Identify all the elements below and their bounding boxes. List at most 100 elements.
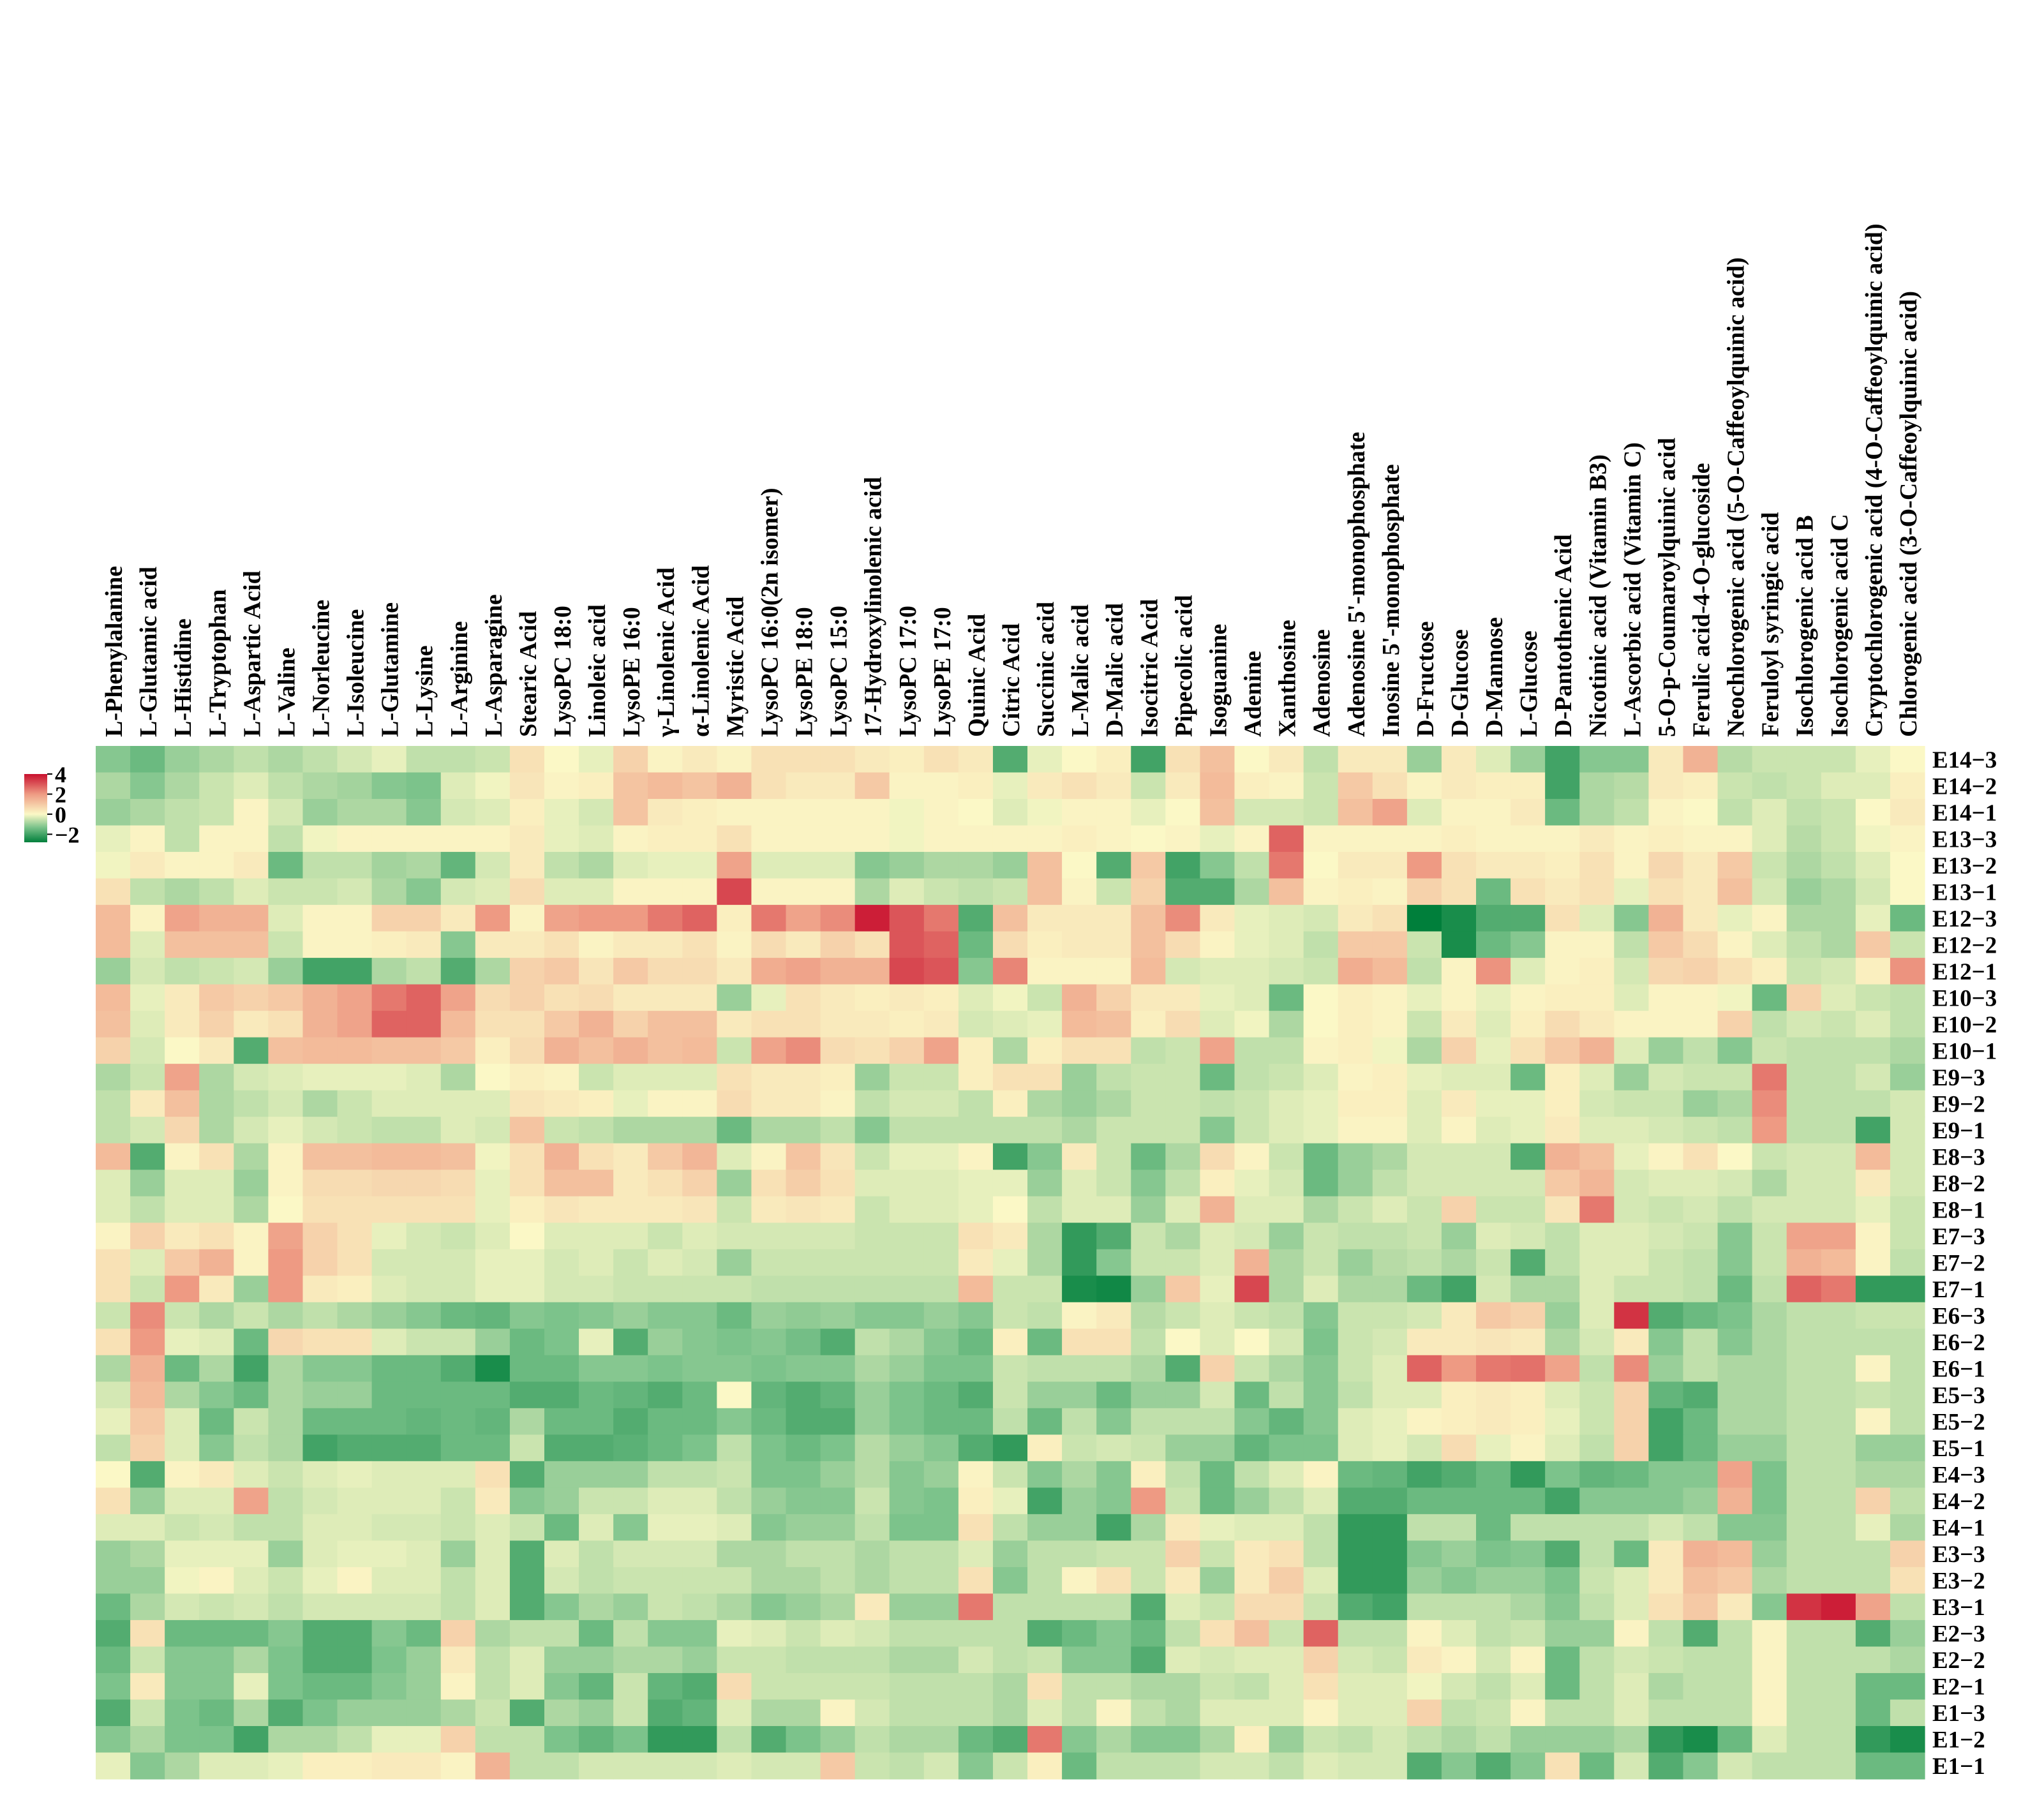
heatmap-cell [1786, 1567, 1822, 1595]
heatmap-cell [579, 984, 614, 1011]
heatmap-cell [1027, 931, 1063, 958]
heatmap-cell [717, 1302, 752, 1329]
heatmap-cell [1786, 1355, 1822, 1382]
heatmap-cell [751, 1011, 787, 1038]
heatmap-cell [544, 1408, 579, 1435]
heatmap-cell [1441, 1329, 1477, 1356]
heatmap-cell [1717, 1487, 1753, 1515]
heatmap-cell [371, 1170, 407, 1197]
heatmap-cell [302, 878, 338, 905]
heatmap-cell [1752, 1567, 1787, 1595]
heatmap-cell [1303, 1699, 1339, 1727]
heatmap-cell [165, 1249, 200, 1276]
heatmap-cell [820, 1752, 856, 1780]
heatmap-cell [96, 878, 131, 905]
heatmap-cell [1096, 1725, 1131, 1754]
heatmap-cell [1096, 1593, 1131, 1621]
heatmap-cell [1752, 1143, 1787, 1170]
heatmap-cell [1096, 1381, 1131, 1409]
heatmap-cell [1511, 1355, 1546, 1382]
column-label: Chlorogenic acid (3-O-Caffeoylquinic aci… [1895, 291, 1922, 737]
heatmap-cell [544, 931, 579, 958]
heatmap-cell [820, 984, 856, 1011]
heatmap-cell [1131, 1620, 1166, 1648]
heatmap-cell [1511, 1752, 1546, 1780]
heatmap-cell [1096, 878, 1131, 905]
heatmap-cell [1476, 1434, 1511, 1462]
heatmap-cell [544, 1434, 579, 1462]
heatmap-cell [1441, 1540, 1477, 1568]
heatmap-cell [509, 1408, 545, 1435]
heatmap-cell [958, 1381, 994, 1409]
heatmap-cell [440, 1567, 476, 1595]
heatmap-cell [1683, 1143, 1719, 1170]
heatmap-cell [1441, 1487, 1477, 1515]
heatmap-cell [199, 1620, 234, 1648]
heatmap-cell [1234, 1329, 1270, 1356]
heatmap-cell [1683, 799, 1719, 826]
heatmap-cell [1131, 746, 1166, 773]
heatmap-cell [96, 772, 131, 800]
heatmap-cell [1338, 1090, 1373, 1117]
heatmap-cell [302, 1593, 338, 1621]
row-label: E12−3 [1932, 906, 1997, 932]
heatmap-cell [199, 1090, 234, 1117]
heatmap-cell [613, 1170, 648, 1197]
heatmap-cell [820, 1355, 856, 1382]
heatmap-cell [337, 1725, 373, 1754]
heatmap-cell [165, 1355, 200, 1382]
heatmap-cell [1441, 1090, 1477, 1117]
column-label: L-Malic acid [1067, 604, 1094, 737]
heatmap-cell [751, 746, 787, 773]
heatmap-cell [406, 1196, 442, 1223]
row-label: E2−1 [1932, 1674, 1985, 1701]
heatmap-cell [165, 1090, 200, 1117]
heatmap-cell [440, 905, 476, 932]
column-label: Isocitric Acid [1136, 599, 1163, 737]
heatmap-cell [992, 1672, 1028, 1701]
heatmap-cell [648, 852, 683, 879]
heatmap-cell [923, 1725, 959, 1754]
heatmap-cell [1786, 1170, 1822, 1197]
heatmap-cell [1096, 1461, 1131, 1488]
row-label: E9−2 [1932, 1091, 1985, 1117]
heatmap-cell [889, 1249, 925, 1276]
heatmap-cell [1752, 878, 1787, 905]
heatmap-cell [717, 1196, 752, 1223]
heatmap-cell [509, 1223, 545, 1250]
heatmap-cell [1131, 1487, 1166, 1515]
heatmap-cell [1027, 1090, 1063, 1117]
heatmap-cell [165, 799, 200, 826]
heatmap-cell [1441, 1249, 1477, 1276]
heatmap-cell [337, 1302, 373, 1329]
heatmap-cell [1545, 905, 1580, 932]
heatmap-cell [1200, 825, 1235, 853]
heatmap-cell [199, 1249, 234, 1276]
heatmap-cell [1648, 1434, 1684, 1462]
heatmap-cell [992, 1487, 1028, 1515]
heatmap-cell [1372, 1302, 1408, 1329]
heatmap-cell [786, 799, 821, 826]
heatmap-cell [130, 1408, 165, 1435]
heatmap-cell [371, 1672, 407, 1701]
heatmap-cell [1165, 1752, 1201, 1780]
heatmap-cell [820, 1461, 856, 1488]
heatmap-cell [1648, 1223, 1684, 1250]
heatmap-cell [406, 1567, 442, 1595]
heatmap-cell [1338, 1223, 1373, 1250]
heatmap-cell [1406, 1223, 1442, 1250]
heatmap-cell [1683, 958, 1719, 985]
heatmap-cell [1131, 905, 1166, 932]
heatmap-cell [440, 1223, 476, 1250]
heatmap-cell [234, 1752, 269, 1780]
heatmap-cell [268, 1699, 304, 1727]
heatmap-cell [1303, 984, 1339, 1011]
heatmap-cell [1648, 1381, 1684, 1409]
row-label: E13−2 [1932, 853, 1997, 879]
heatmap-cell [1027, 799, 1063, 826]
heatmap-cell [1441, 1699, 1477, 1727]
heatmap-cell [509, 958, 545, 985]
heatmap-cell [440, 1196, 476, 1223]
column-label: LysoPE 16:0 [618, 607, 645, 737]
heatmap-cell [1062, 1302, 1097, 1329]
